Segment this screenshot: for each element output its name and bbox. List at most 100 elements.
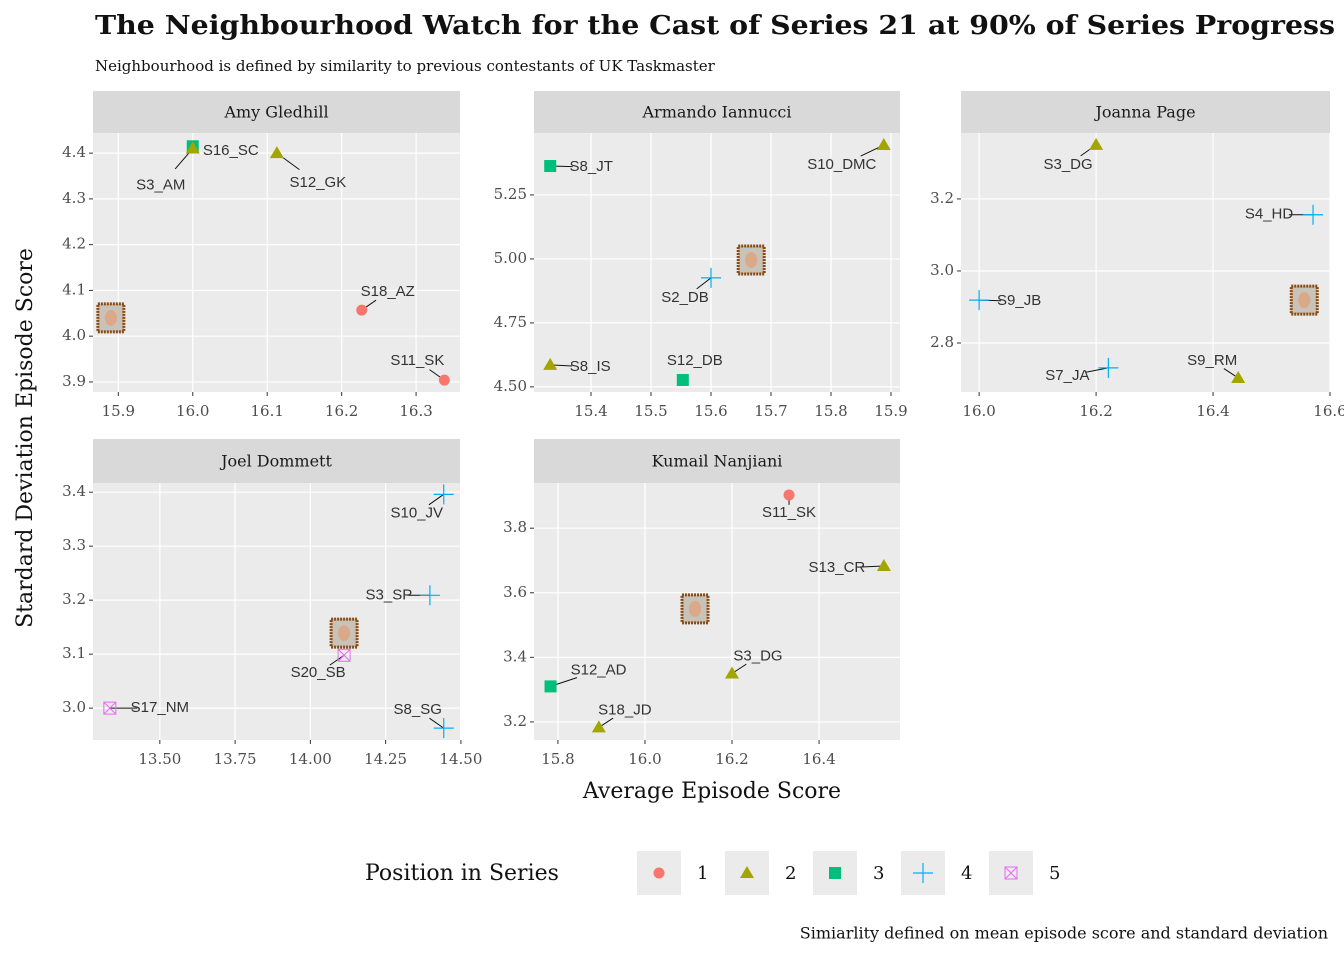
point <box>725 666 740 679</box>
panel-background <box>534 133 900 392</box>
strip-title: Joel Dommett <box>219 452 332 471</box>
x-axis-label: Average Episode Score <box>582 779 841 804</box>
leader-line <box>696 277 712 290</box>
x-tick-label: 16.0 <box>962 402 995 420</box>
leader-line <box>858 565 884 568</box>
strip <box>534 439 900 483</box>
chart-title: The Neighbourhood Watch for the Cast of … <box>95 11 1335 41</box>
point-label: S10_DMC <box>807 156 876 173</box>
point <box>876 138 891 151</box>
subject-face <box>338 625 351 642</box>
point-label: S11_SK <box>390 352 444 369</box>
x-tick-label: 16.3 <box>399 402 432 420</box>
y-tick-label: 4.0 <box>62 326 86 344</box>
legend-symbol <box>913 863 933 883</box>
chart-subtitle: Neighbourhood is defined by similarity t… <box>95 57 716 75</box>
y-tick-label: 5.00 <box>494 249 527 267</box>
point-label: S18_AZ <box>361 283 415 300</box>
y-tick-label: 4.2 <box>62 235 86 253</box>
point-label: S18_JD <box>598 701 652 718</box>
point <box>544 160 557 173</box>
y-tick-label: 4.50 <box>494 377 527 395</box>
y-tick-label: 3.0 <box>930 261 954 279</box>
x-tick-label: 15.6 <box>694 402 727 420</box>
y-tick-label: 3.3 <box>62 536 86 554</box>
leader-line <box>329 654 345 666</box>
x-tick-label: 16.1 <box>250 402 283 420</box>
y-tick-label: 3.2 <box>62 590 86 608</box>
panel-background <box>93 133 460 392</box>
y-tick-label: 2.8 <box>930 333 954 351</box>
strip <box>93 91 460 133</box>
legend-symbol <box>653 867 665 879</box>
subject-face <box>689 600 702 617</box>
subject-face <box>745 251 758 268</box>
subject-face <box>1298 292 1311 309</box>
point <box>419 585 440 606</box>
panel-background <box>961 133 1330 392</box>
x-tick-label: 16.0 <box>176 402 209 420</box>
caption: Simiarlity defined on mean episode score… <box>800 924 1328 943</box>
strip <box>961 91 1330 133</box>
y-tick-label: 3.4 <box>62 482 86 500</box>
x-tick-label: 15.5 <box>634 402 667 420</box>
legend-symbol <box>1004 866 1018 880</box>
x-tick-label: 16.4 <box>1196 402 1229 420</box>
strip-title: Joanna Page <box>1093 103 1195 122</box>
y-tick-label: 3.8 <box>503 518 527 536</box>
legend-label: 3 <box>873 863 884 884</box>
point-label: S9_JB <box>997 292 1041 309</box>
point-label: S17_NM <box>131 699 189 716</box>
point <box>433 718 454 739</box>
x-tick-label: 16.2 <box>1079 402 1112 420</box>
x-tick-label: 15.4 <box>574 402 607 420</box>
x-tick-label: 16.2 <box>715 750 748 768</box>
point-label: S12_AD <box>571 661 627 678</box>
point-label: S7_JA <box>1045 367 1089 384</box>
point <box>544 680 557 693</box>
legend-label: 1 <box>697 863 708 884</box>
point <box>438 374 450 386</box>
legend-label: 2 <box>785 863 796 884</box>
y-tick-label: 3.6 <box>503 583 527 601</box>
point-label: S11_SK <box>762 504 816 521</box>
leader-line <box>429 717 445 729</box>
leader-line <box>1085 367 1109 373</box>
y-tick-label: 3.9 <box>62 372 86 390</box>
point-label: S3_AM <box>136 177 185 194</box>
point <box>433 484 454 505</box>
point <box>1098 357 1119 378</box>
x-tick-label: 15.9 <box>874 402 907 420</box>
legend-label: 4 <box>961 863 972 884</box>
strip-title: Kumail Nanjiani <box>652 452 783 471</box>
point-label: S9_RM <box>1187 352 1237 369</box>
leader-line <box>428 493 445 506</box>
point <box>783 489 795 501</box>
point <box>591 720 606 733</box>
point <box>969 290 990 311</box>
x-tick-label: 16.2 <box>325 402 358 420</box>
legend-symbol <box>740 866 754 878</box>
point-label: S3_DG <box>1043 156 1092 173</box>
y-tick-label: 3.1 <box>62 644 86 662</box>
x-tick-label: 13.75 <box>214 750 257 768</box>
point <box>543 357 558 370</box>
point <box>103 701 117 715</box>
point <box>1231 370 1246 383</box>
panel-background <box>534 483 900 740</box>
y-tick-label: 5.25 <box>494 185 527 203</box>
legend-symbol <box>829 867 841 879</box>
point-label: S12_GK <box>290 174 347 191</box>
point <box>1089 137 1104 150</box>
legend-title: Position in Series <box>365 861 559 886</box>
subject-face <box>104 309 117 326</box>
point-label: S12_DB <box>667 352 723 369</box>
x-tick-label: 13.50 <box>138 750 181 768</box>
y-tick-label: 4.4 <box>62 143 86 161</box>
point-label: S8_IS <box>570 358 611 375</box>
strip <box>534 91 900 133</box>
point-label: S3_SP <box>366 586 413 603</box>
legend-label: 5 <box>1049 863 1060 884</box>
strip-title: Amy Gledhill <box>223 103 328 122</box>
x-tick-label: 15.8 <box>541 750 574 768</box>
